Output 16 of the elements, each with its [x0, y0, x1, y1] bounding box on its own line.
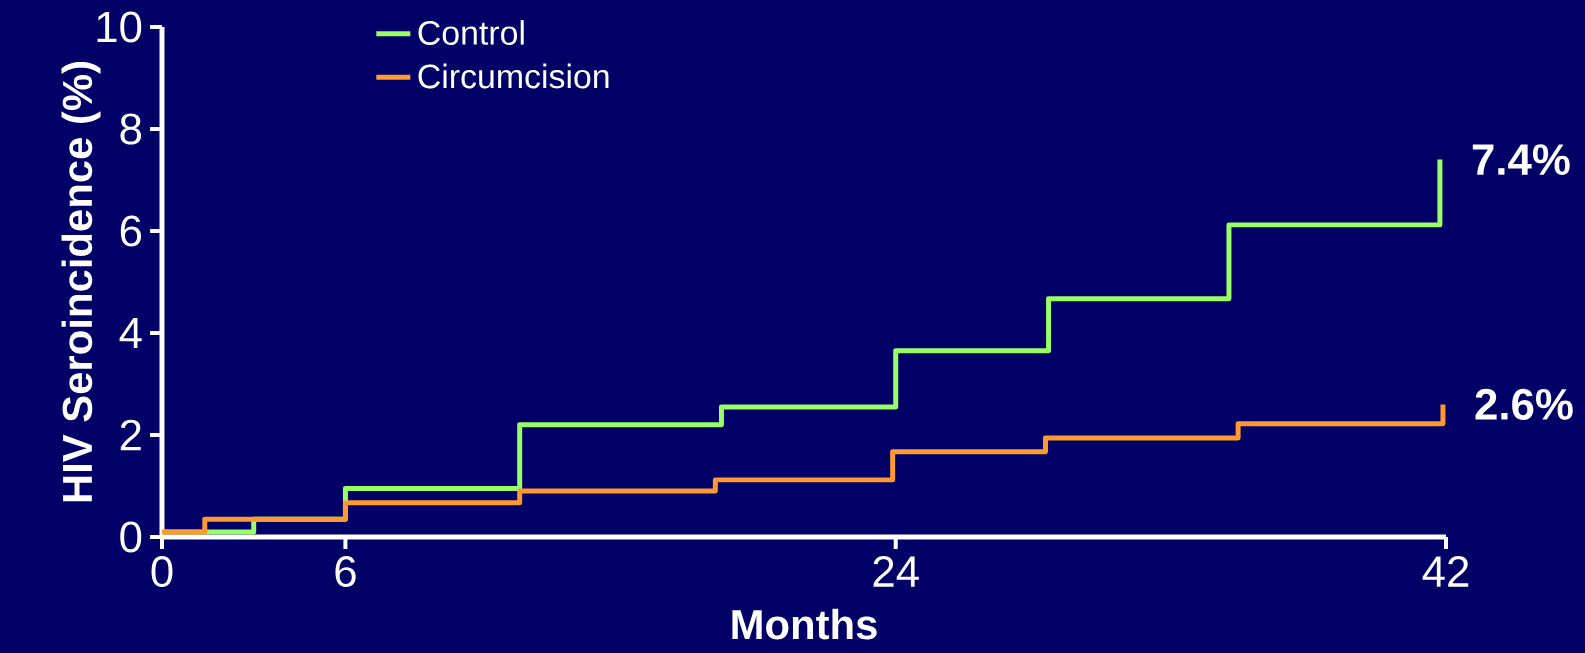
x-tick-label: 24: [873, 556, 919, 587]
legend-label: Circumcision: [418, 63, 609, 89]
y-tick-label: 6: [120, 215, 142, 247]
legend-label: Control: [418, 20, 524, 45]
y-axis-title: HIV Seroincidence (%): [61, 62, 101, 502]
x-tick-label: 0: [151, 556, 173, 588]
y-tick-label: 10: [97, 11, 142, 43]
y-tick-label: 0: [120, 521, 142, 553]
y-tick-label: 2: [120, 419, 141, 451]
x-tick-label: 6: [335, 556, 356, 588]
x-axis-title: Months: [732, 608, 877, 640]
x-tick-label: 42: [1422, 556, 1469, 587]
annotation: 7.4%: [1472, 144, 1570, 176]
y-tick-label: 8: [120, 113, 142, 145]
y-tick-label: 4: [119, 317, 142, 349]
annotation: 2.6%: [1475, 388, 1573, 420]
